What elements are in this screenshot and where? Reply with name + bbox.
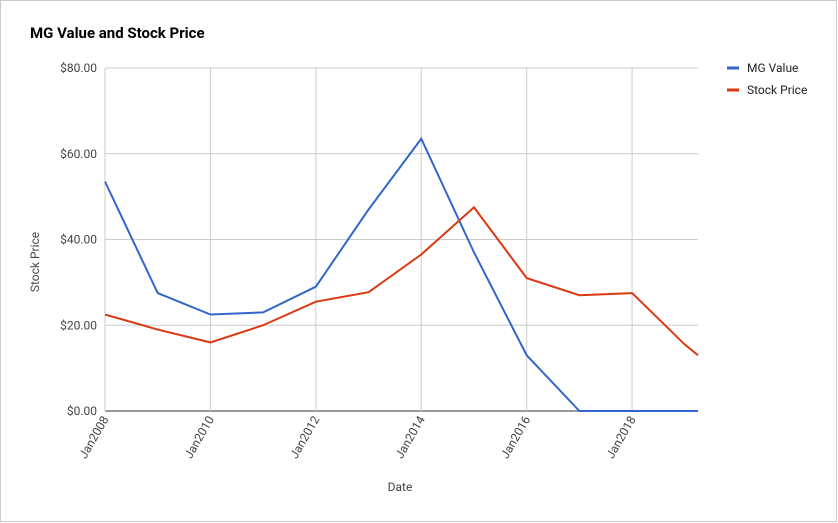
series-line [104, 205, 699, 357]
y-tick-label: $60.00 [60, 147, 97, 161]
y-tick-label: $40.00 [60, 233, 97, 247]
y-tick-label: $0.00 [67, 404, 97, 418]
y-axis-label: Stock Price [28, 232, 42, 292]
chart-title: MG Value and Stock Price [30, 24, 205, 42]
x-axis-label: Date [388, 480, 413, 494]
legend-label: MG Value [747, 61, 798, 75]
y-tick-label: $20.00 [60, 318, 97, 332]
y-tick-label: $80.00 [60, 61, 97, 75]
series-line [104, 136, 698, 412]
legend-label: Stock Price [747, 83, 807, 97]
